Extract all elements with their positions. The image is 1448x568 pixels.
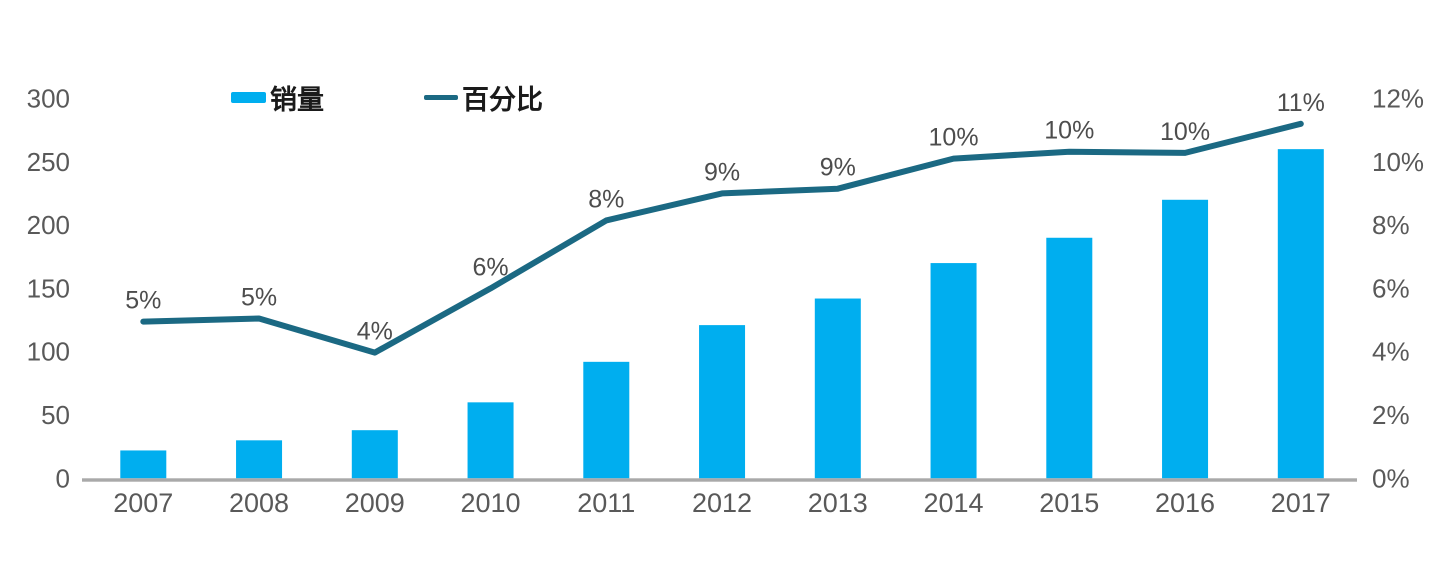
right-axis-tick-12%: 12% [1372, 84, 1424, 114]
data-label-2010: 6% [472, 253, 508, 281]
x-tick-2010: 2010 [461, 488, 521, 518]
data-label-2015: 10% [1044, 117, 1094, 145]
bar-2012 [699, 325, 746, 479]
right-axis-tick-8%: 8% [1372, 210, 1410, 240]
legend-sales-label: 销量 [270, 84, 324, 115]
data-label-2013: 9% [820, 154, 856, 182]
bar-2014 [930, 263, 977, 479]
bar-2007 [120, 450, 167, 479]
legend-item-percent: 百分比 [424, 81, 543, 115]
data-label-2014: 10% [929, 124, 979, 152]
legend-percent-label: 百分比 [462, 84, 543, 115]
left-axis-tick-250: 250 [27, 147, 70, 177]
x-tick-2011: 2011 [577, 488, 635, 518]
left-axis-tick-50: 50 [41, 400, 70, 430]
left-axis-tick-150: 150 [27, 273, 70, 303]
right-axis-tick-4%: 4% [1372, 337, 1410, 367]
left-axis-tick-200: 200 [27, 210, 70, 240]
bar-2009 [351, 430, 398, 479]
x-tick-2008: 2008 [229, 488, 289, 518]
data-label-2011: 8% [588, 185, 624, 213]
x-tick-2017: 2017 [1271, 488, 1331, 518]
sales-bar-swatch-icon [231, 91, 266, 103]
bar-2013 [814, 298, 861, 479]
bar-2016 [1162, 199, 1209, 479]
bar-2017 [1277, 149, 1324, 479]
x-tick-2014: 2014 [924, 488, 984, 518]
bar-2011 [583, 361, 630, 479]
x-tick-2016: 2016 [1155, 488, 1215, 518]
left-axis-tick-300: 300 [27, 84, 70, 114]
data-label-2008: 5% [241, 283, 277, 311]
data-label-2017: 11% [1277, 89, 1325, 117]
percent-line-swatch-icon [424, 94, 458, 100]
right-axis-tick-0%: 0% [1372, 463, 1410, 493]
right-axis-tick-10%: 10% [1372, 147, 1424, 177]
x-tick-2015: 2015 [1039, 488, 1099, 518]
legend-item-sales: 销量 [231, 81, 324, 115]
x-axis-line [82, 478, 1357, 482]
right-axis-tick-6%: 6% [1372, 273, 1410, 303]
x-tick-2009: 2009 [345, 488, 405, 518]
x-tick-2007: 2007 [113, 488, 173, 518]
data-label-2012: 9% [704, 158, 740, 186]
bar-2015 [1046, 237, 1093, 479]
x-tick-2012: 2012 [692, 488, 752, 518]
data-label-2009: 4% [357, 318, 393, 346]
bar-2008 [236, 440, 283, 479]
left-axis-tick-100: 100 [27, 337, 70, 367]
bar-2010 [467, 402, 514, 479]
left-axis-tick-0: 0 [56, 463, 70, 493]
data-label-2016: 10% [1160, 118, 1210, 146]
x-tick-2013: 2013 [808, 488, 868, 518]
percent-line [140, 120, 1304, 356]
data-label-2007: 5% [125, 287, 161, 315]
right-axis-tick-2%: 2% [1372, 400, 1410, 430]
